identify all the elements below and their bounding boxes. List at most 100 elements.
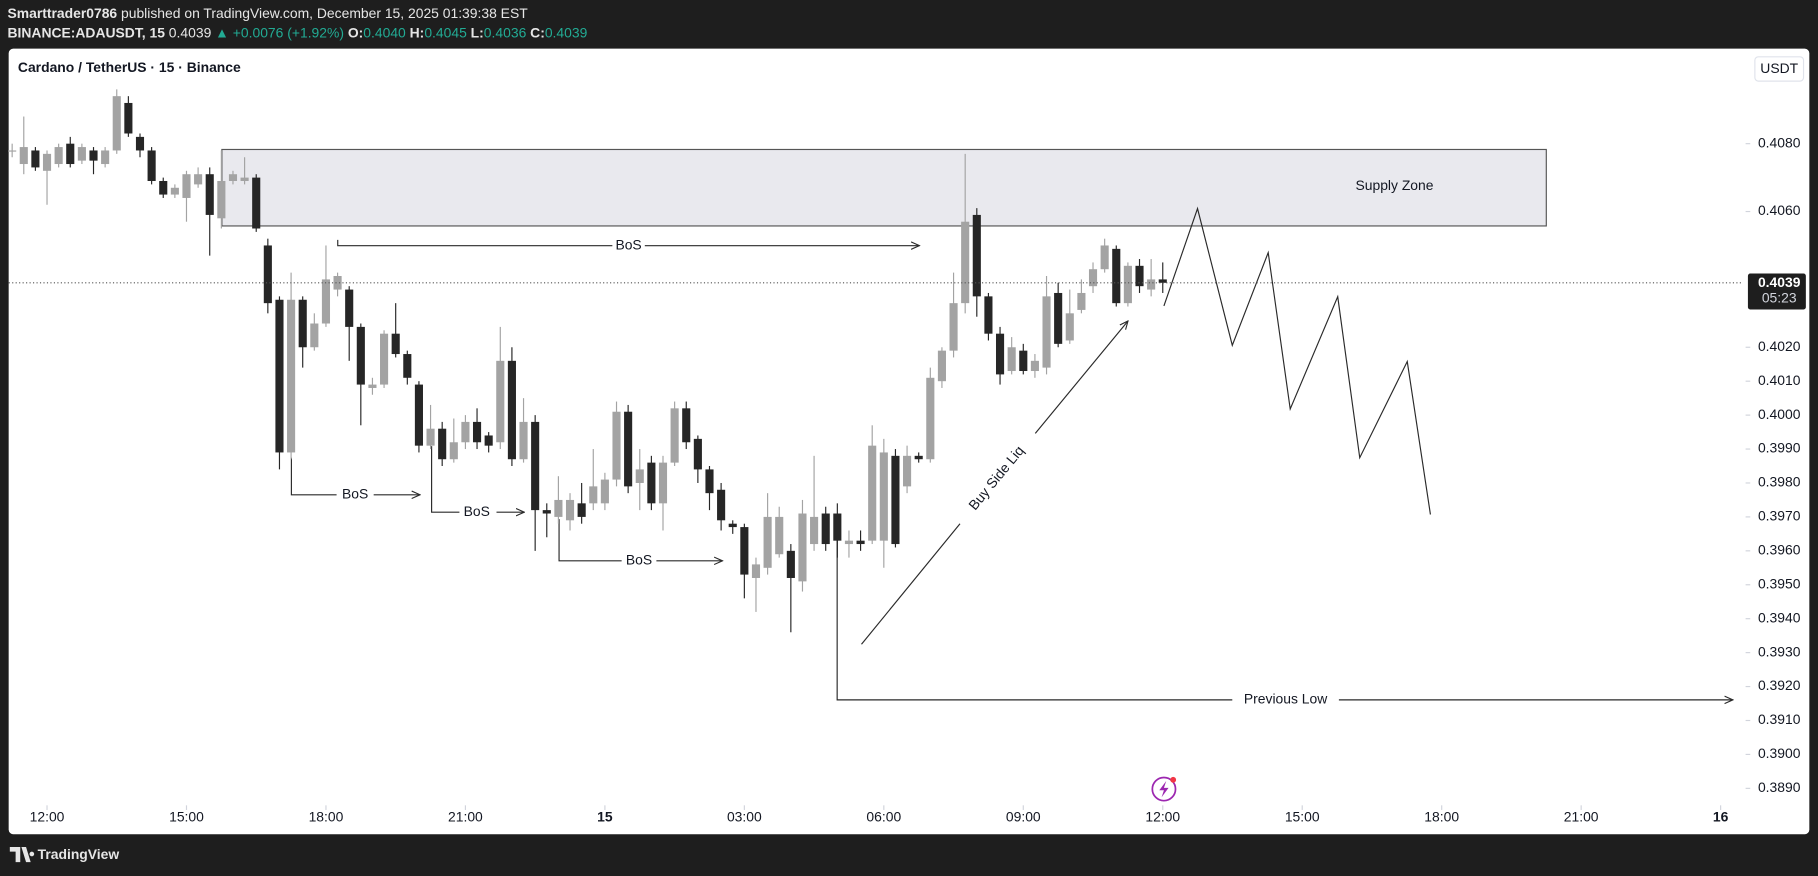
candle-body (1147, 279, 1156, 290)
candle-body (1042, 296, 1051, 368)
candle-body (42, 153, 52, 171)
x-tick-label: 16 (1713, 809, 1729, 825)
candle-body (903, 455, 912, 487)
candle-body (868, 445, 877, 541)
candle-body (298, 299, 307, 348)
candle-body (1112, 248, 1121, 304)
x-tick-label: 18:00 (309, 809, 344, 825)
x-tick-label: 12:00 (30, 809, 65, 825)
liquidity-line (861, 523, 961, 645)
candle-body (612, 411, 621, 480)
candle-body (821, 513, 830, 545)
candle-body (89, 150, 98, 161)
candle-body (449, 442, 458, 460)
candle-body (763, 516, 772, 568)
annotation: Previous Low (1244, 691, 1328, 707)
candle-body (252, 177, 261, 229)
candle-body (937, 350, 946, 382)
brand: TradingView (38, 846, 120, 862)
candle-body (589, 486, 598, 504)
unit-box[interactable] (1754, 56, 1805, 82)
candle-body (519, 421, 528, 460)
candle-body (414, 384, 423, 446)
candle-body (914, 455, 923, 460)
unit-label: USDT (1760, 60, 1798, 76)
candle-body (66, 143, 75, 165)
annotation: BoS (464, 503, 490, 519)
symbol: BINANCE:ADAUSDT, 15 (8, 24, 166, 40)
candle-body (554, 499, 563, 517)
candle-body (31, 150, 40, 168)
y-tick-label: 0.3930 (1758, 643, 1801, 659)
x-tick-label: 03:00 (727, 809, 762, 825)
y-tick-label: 0.4060 (1758, 202, 1801, 218)
brand-logo (9, 847, 35, 863)
candle-body (740, 527, 749, 575)
candle-body (647, 462, 656, 504)
candle-body (321, 279, 331, 324)
projection-path (1163, 206, 1432, 515)
x-tick-label: 15:00 (169, 809, 204, 825)
candle-body (565, 499, 575, 521)
candle-body (380, 333, 389, 385)
candle-body (159, 180, 168, 195)
y-tick-label: 0.3980 (1758, 474, 1801, 490)
ohlc-value: 0.4045 (424, 24, 467, 40)
candle-body (717, 489, 726, 521)
bos-line (558, 519, 622, 562)
candle-body (403, 354, 412, 378)
candle-body (1077, 292, 1086, 310)
candle-body (531, 421, 540, 511)
y-tick-label: 0.4010 (1758, 372, 1801, 388)
x-tick-label: 18:00 (1424, 809, 1459, 825)
price: 0.4039 (169, 24, 212, 40)
candle-body (600, 479, 609, 504)
y-tick-label: 0.4020 (1758, 338, 1801, 354)
candle-body (135, 136, 145, 151)
candle-body (368, 384, 377, 388)
plot: 0.4080 0.4060 0.4020 0.4010 0.4000 0.3990 0.39… (8, 89, 1806, 825)
candle-body (77, 147, 86, 161)
candle-body (194, 174, 203, 185)
candle-body (1065, 313, 1074, 341)
y-tick-label: 0.3920 (1758, 677, 1801, 693)
candle-body (775, 516, 784, 555)
chart-title: Cardano / TetherUS · 15 · Binance (18, 59, 241, 75)
candle-body (170, 187, 179, 195)
candle-body (705, 469, 714, 494)
candle-body (507, 360, 516, 460)
y-tick-label: 0.3910 (1758, 711, 1801, 727)
candle-body (833, 513, 842, 541)
ohlc-label: O: (348, 24, 363, 40)
quote-line: BINANCE:ADAUSDT, 15 0.4039 ▲ +0.0076 (+1… (8, 24, 588, 40)
supply-zone (221, 148, 1547, 227)
bos-line (431, 446, 460, 513)
candle-body (287, 299, 296, 453)
published: published on TradingView.com, December 1… (121, 5, 528, 21)
candle-body (240, 177, 249, 181)
candle-body (577, 503, 586, 517)
y-tick-label: 0.4080 (1758, 134, 1801, 150)
y-tick-label: 0.3970 (1758, 508, 1801, 524)
candle-body (124, 102, 133, 134)
candle-body (101, 150, 110, 165)
candle-body (228, 174, 238, 181)
x-tick-label: 09:00 (1006, 809, 1041, 825)
x-tick-label: 15:00 (1285, 809, 1320, 825)
candle-body (1123, 265, 1132, 304)
candle-body (879, 452, 888, 541)
annotation: Supply Zone (1356, 177, 1434, 193)
candle-body (798, 513, 807, 582)
candle-body (844, 540, 854, 545)
candle-body (54, 147, 63, 165)
candle-body (670, 408, 679, 463)
candle-body (984, 296, 993, 334)
footer: TradingView (9, 846, 120, 863)
y-tick-label: 0.3950 (1758, 575, 1801, 591)
candle-body (345, 289, 354, 327)
candle-body (356, 326, 365, 385)
candle-body (333, 276, 342, 290)
candle-body (1030, 360, 1039, 372)
